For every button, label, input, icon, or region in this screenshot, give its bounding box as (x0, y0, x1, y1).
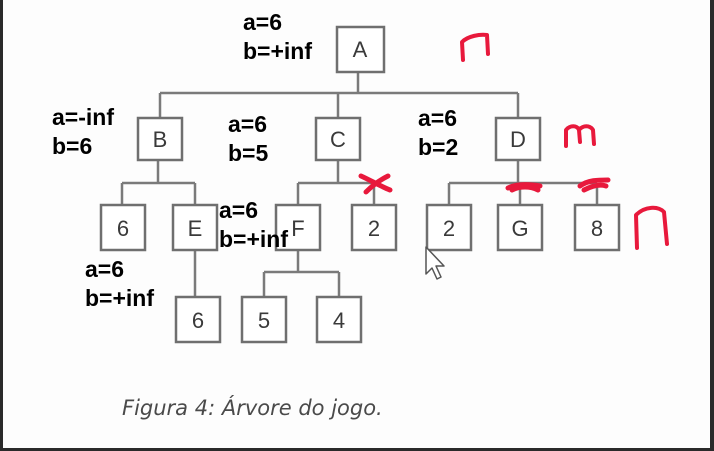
annotation-f-alpha: a=6 (219, 197, 259, 223)
svg-text:E: E (188, 216, 203, 241)
svg-text:G: G (511, 216, 528, 241)
max-mark-level1 (460, 32, 490, 62)
node-d-leaf-8: 8 (573, 203, 621, 252)
node-d: D (494, 116, 542, 162)
node-b-leaf-6: 6 (99, 203, 147, 252)
node-b: B (136, 116, 184, 162)
node-c: C (314, 116, 362, 162)
node-f-leaf-4: 4 (315, 295, 363, 344)
svg-text:C: C (330, 127, 346, 152)
annotation-e: a=6 b=+inf (85, 255, 154, 313)
svg-text:A: A (353, 37, 368, 62)
border-left (0, 0, 3, 451)
border-bottom (0, 448, 714, 451)
annotation-d-alpha: a=6 (418, 105, 458, 131)
node-e-leaf-6: 6 (174, 295, 222, 344)
border-right (710, 0, 714, 451)
annotation-f-beta: b=+inf (219, 226, 289, 252)
node-a: A (335, 25, 386, 74)
annotation-e-alpha: a=6 (85, 256, 125, 282)
prune-marks (358, 173, 611, 195)
annotation-c-beta: b=5 (228, 140, 269, 166)
annotation-e-beta: b=+inf (85, 285, 155, 311)
node-d-leaf-2: 2 (425, 203, 473, 252)
max-mark-level3 (634, 205, 669, 250)
svg-text:B: B (153, 127, 168, 152)
tree-edges (120, 72, 599, 297)
annotation-a-alpha: a=6 (243, 9, 283, 35)
svg-text:5: 5 (258, 308, 270, 333)
node-f: F (274, 203, 322, 252)
annotation-a: a=6 b=+inf (243, 8, 312, 66)
svg-text:6: 6 (192, 308, 204, 333)
prune-mark-d-g (505, 182, 543, 193)
mouse-cursor-icon (425, 246, 445, 280)
svg-text:8: 8 (591, 216, 603, 241)
svg-text:2: 2 (443, 216, 455, 241)
level-marks (460, 32, 669, 250)
annotation-d-beta: b=2 (418, 134, 459, 160)
svg-text:D: D (510, 127, 526, 152)
node-f-leaf-5: 5 (240, 295, 288, 344)
annotation-b-alpha: a=-inf (52, 104, 114, 130)
annotation-c: a=6 b=5 (228, 110, 268, 168)
node-e: E (171, 203, 219, 252)
annotation-a-beta: b=+inf (243, 38, 313, 64)
prune-mark-d-8 (577, 177, 611, 193)
annotation-b-beta: b=6 (52, 133, 93, 159)
figure-caption: Figura 4: Árvore do jogo. (122, 396, 383, 420)
svg-text:2: 2 (368, 216, 380, 241)
prune-mark-c-2 (358, 173, 393, 195)
node-g: G (496, 203, 544, 252)
min-mark-level2 (564, 124, 596, 148)
annotation-f: a=6 b=+inf (219, 196, 288, 254)
svg-text:F: F (291, 216, 304, 241)
svg-text:4: 4 (333, 308, 345, 333)
node-c-leaf-2: 2 (350, 203, 398, 252)
annotation-c-alpha: a=6 (228, 111, 268, 137)
annotation-b: a=-inf b=6 (52, 103, 114, 161)
annotation-d: a=6 b=2 (418, 104, 458, 162)
svg-text:6: 6 (117, 216, 129, 241)
